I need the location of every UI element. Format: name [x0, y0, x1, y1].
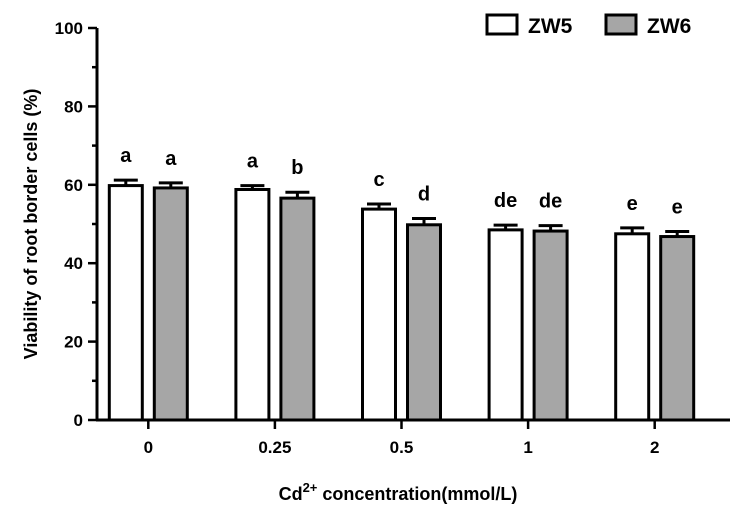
legend-swatch-zw6: [604, 13, 638, 36]
significance-label: c: [373, 169, 384, 191]
x-tick-label: 1: [523, 438, 532, 457]
bar-zw6: [279, 196, 316, 422]
significance-label: b: [291, 157, 303, 179]
x-tick-label: 0: [144, 438, 153, 457]
bar-zw6: [659, 235, 696, 422]
y-axis-title: Viability of root border cells (%): [21, 89, 41, 360]
y-tick-label: 20: [64, 333, 83, 352]
bar-zw5: [107, 184, 144, 422]
x-tick-label: 0.5: [390, 438, 414, 457]
x-axis-title-suffix: concentration(mmol/L): [317, 484, 517, 504]
legend-swatch-zw5: [485, 13, 519, 36]
bar-zw5: [361, 207, 397, 422]
y-tick-label: 0: [74, 411, 83, 430]
bars: [107, 178, 696, 422]
x-tick-label: 2: [650, 438, 659, 457]
significance-label: a: [247, 151, 259, 173]
legend-label-zw5: ZW5: [528, 15, 573, 38]
bar-zw6: [152, 186, 189, 422]
bar-zw6: [406, 223, 442, 422]
labels: a a a b c d de de e e: [120, 145, 683, 218]
x-axis-title-superscript: 2+: [303, 480, 318, 495]
significance-label: a: [120, 145, 132, 167]
significance-label: d: [418, 184, 430, 206]
legend: ZW5 ZW6: [485, 13, 691, 38]
x-axis-title: Cd2+ concentration(mmol/L): [279, 480, 518, 504]
significance-label: de: [539, 191, 562, 213]
y-tick-label: 60: [64, 176, 83, 195]
significance-label: a: [165, 148, 177, 170]
y-tick-label: 40: [64, 254, 83, 273]
bar-zw5: [614, 232, 651, 422]
significance-label: de: [494, 190, 517, 212]
y-tick-label: 80: [64, 97, 83, 116]
bar-zw6: [532, 229, 569, 422]
significance-label: e: [627, 193, 638, 215]
bar-zw5: [234, 188, 271, 422]
bar-zw5: [487, 228, 524, 422]
x-axis-title-prefix: Cd: [279, 484, 303, 504]
significance-label: e: [672, 196, 683, 218]
legend-label-zw6: ZW6: [647, 15, 691, 38]
x-tick-label: 0.25: [258, 438, 291, 457]
y-tick-label: 100: [55, 19, 83, 38]
